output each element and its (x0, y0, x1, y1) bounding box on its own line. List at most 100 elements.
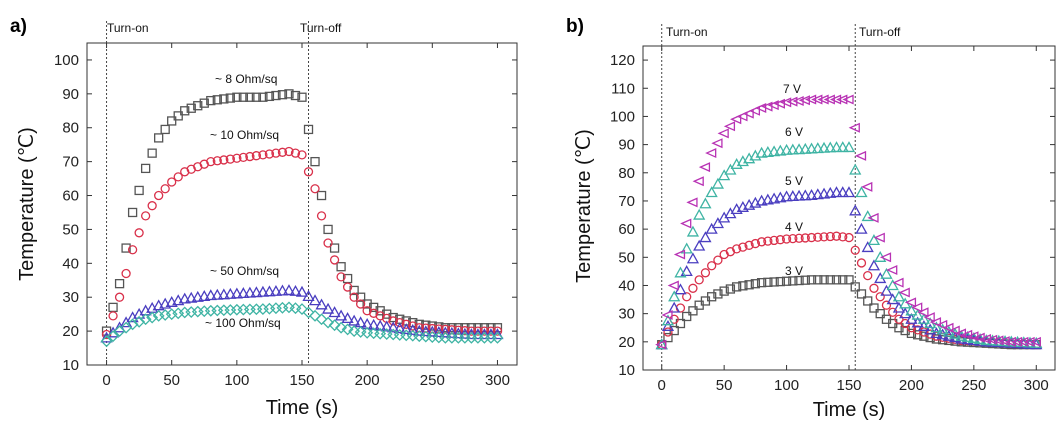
panel-b-series-0-point (688, 306, 698, 316)
panel-b-series-2-point (693, 239, 706, 251)
panel-b-series-4-point (823, 94, 835, 105)
panel-a-series-3-point (139, 313, 152, 326)
panel-a-series-0-point (219, 94, 229, 104)
panel-a-series-3 (100, 301, 504, 348)
panel-b-y-tick-label: 30 (618, 306, 635, 323)
panel-a-series-0-point (251, 92, 262, 102)
panel-a-series-2-point (380, 320, 393, 332)
panel-a-series-0-point (284, 89, 294, 99)
panel-b-series-0-point (682, 311, 692, 322)
panel-a-series-0-point (277, 90, 288, 100)
panel-b-series-3-point (711, 177, 725, 189)
panel-b-y-axis-label: Temperature (℃) (573, 129, 595, 283)
panel-a-series-3-point (328, 319, 341, 332)
panel-b-series-3-point (799, 142, 812, 154)
panel-b-series-1-point (806, 232, 817, 243)
panel-a-series-0-point (160, 124, 170, 135)
panel-b-series-3-point (774, 144, 787, 156)
panel-a-series-2 (100, 284, 504, 343)
panel-a-series-3-point (211, 304, 224, 317)
panel-b-series-0-point (819, 275, 829, 285)
panel-a-series-0-point (140, 163, 151, 174)
panel-b-series-1-point (744, 240, 754, 250)
panel-b-series-0-point (856, 289, 867, 299)
panel-a-series-0-point (186, 103, 196, 113)
panel-b-series-4-point (680, 218, 692, 229)
panel-b-series-3-point (930, 321, 943, 333)
panel-b-series-1-point (800, 233, 810, 243)
panel-a-series-2-point (230, 287, 243, 299)
panel-b-series-2-point (842, 186, 856, 198)
panel-a-series-0-point (134, 185, 144, 196)
panel-b-series-2-point (880, 284, 893, 296)
panel-a-x-tick-label: 300 (485, 372, 510, 389)
panel-b-x-tick-label: 100 (774, 377, 799, 394)
panel-b-series-0-point (838, 275, 848, 285)
panel-a-series-2-point (185, 291, 198, 303)
panel-b-y-tick-label: 80 (618, 165, 635, 182)
panel-a-series-3-point (100, 335, 113, 348)
panel-b-series-3-point (805, 142, 818, 154)
panel-b-series-4-point (829, 94, 842, 105)
panel-a-series-1-point (453, 325, 464, 335)
panel-a-series-2-point (367, 318, 380, 330)
panel-b-series-4-point (842, 94, 854, 105)
panel-b-label: b) (566, 16, 584, 37)
panel-a-series-0-point (355, 292, 366, 302)
panel-a-series-2-point (452, 327, 465, 339)
panel-a-series-1-point (342, 282, 353, 292)
panel-b-series-1-point (775, 235, 785, 245)
panel-a-series-1-point (114, 292, 125, 302)
panel-b-series-4-point (661, 310, 673, 321)
panel-b-x-tick-label: 0 (658, 377, 666, 394)
panel-b-series-1-point (919, 327, 929, 337)
panel-b-series-0-point (775, 276, 785, 287)
panel-b-series-3-point (693, 208, 706, 220)
panel-a-series-1-point (154, 190, 164, 201)
panel-b-series-label-6v: 6 V (785, 125, 803, 139)
panel-b-series-2-point (780, 190, 793, 202)
panel-a-series-1-point (349, 292, 359, 302)
panel-a-series-0-point (336, 262, 346, 272)
panel-b-series-1-point (813, 232, 823, 242)
panel-a-series-0-point (173, 111, 183, 121)
panel-b-series-0-point (756, 278, 767, 288)
panel-b-series-3-point (886, 279, 899, 291)
panel-b-series-1-point (694, 275, 704, 285)
panel-a-series-1-point (388, 316, 398, 326)
panel-b-x-tick-label: 200 (899, 377, 924, 394)
panel-a-series-0-point (193, 101, 203, 111)
panel-b-series-2-point (824, 186, 837, 198)
panel-a-series-3-point (126, 318, 139, 331)
panel-a-series-0-point (232, 92, 242, 102)
panel-b-y-tick-label: 90 (618, 137, 635, 154)
panel-b-series-1-point (794, 233, 804, 243)
panel-a-series-0-point (121, 243, 131, 253)
panel-b-series-4-point (942, 322, 954, 333)
panel-b-series-1-point (863, 270, 873, 281)
panel-b-series-0-point (731, 282, 742, 292)
panel-b-series-3-point (767, 145, 781, 157)
panel-b-y-tick-label: 110 (611, 80, 635, 97)
panel-b-series-3-point (830, 141, 843, 153)
panel-b-series-3-point (911, 308, 924, 320)
panel-a-series-0 (101, 89, 503, 336)
panel-b-series-0-point (919, 331, 929, 341)
panel-b-series-label-7v: 7 V (783, 82, 801, 96)
panel-b-series-3-point (817, 141, 831, 153)
panel-a-series-2-point (289, 284, 302, 296)
panel-b-series-0-point (675, 318, 686, 329)
panel-b-series-0-point (750, 279, 761, 289)
panel-a-series-0-point (264, 91, 275, 102)
panel-a-series-2-point (491, 328, 504, 340)
panel-a-series-3-point (250, 303, 263, 316)
panel-a-series-1-point (336, 272, 346, 282)
panel-a-series-1-point (277, 147, 288, 157)
panel-b-series-2-point (661, 319, 675, 331)
panel-b-series-4-point (730, 114, 742, 125)
panel-b-series-2-point (817, 187, 831, 199)
panel-b-series-4-point (817, 94, 829, 105)
panel-b-series-4-point (667, 280, 679, 291)
panel-a-x-tick-label: 50 (163, 372, 180, 389)
panel-b-series-4-point (892, 277, 904, 288)
